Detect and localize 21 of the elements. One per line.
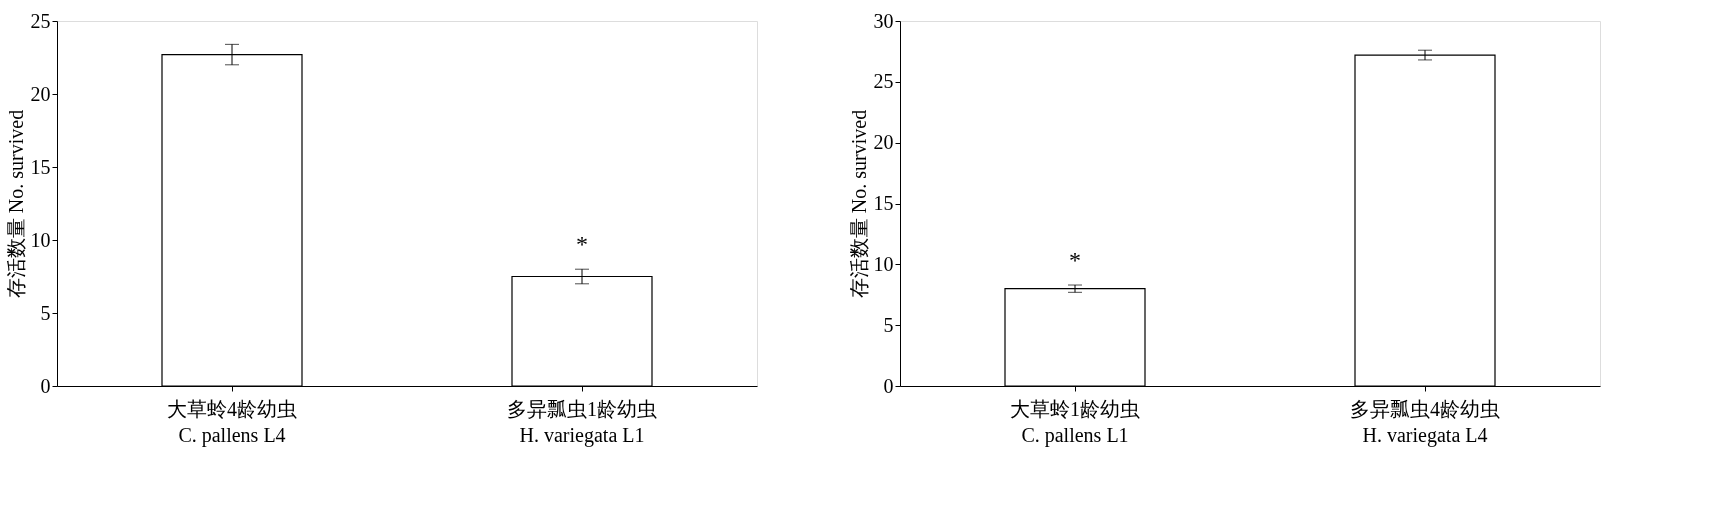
y-tick-label: 25 <box>873 70 894 93</box>
y-tick-label: 0 <box>883 374 894 397</box>
x-tick-label: 大草蛉1龄幼虫 C. pallens L1 <box>1010 397 1140 447</box>
y-axis-title: 存活数量 No. survived <box>4 109 27 299</box>
y-tick-label: 10 <box>30 228 51 251</box>
y-tick-label: 10 <box>873 252 894 275</box>
x-tick-label: 大草蛉4龄幼虫 C. pallens L4 <box>167 397 297 447</box>
y-axis-title: 存活数量 No. survived <box>847 109 870 299</box>
data-label: * <box>1069 247 1081 274</box>
y-tick-label: 5 <box>40 301 51 324</box>
y-tick-label: 5 <box>883 313 894 336</box>
data-label: * <box>576 231 588 258</box>
y-tick-label: 30 <box>873 9 894 32</box>
x-tick-label: 多异瓢虫1龄幼虫 H. variegata L1 <box>507 397 657 447</box>
y-tick-label: 20 <box>30 82 51 105</box>
y-tick-label: 0 <box>40 374 51 397</box>
y-tick-label: 25 <box>30 9 51 32</box>
y-tick-label: 15 <box>30 155 51 178</box>
y-tick-label: 15 <box>873 192 894 214</box>
y-tick-label: 20 <box>873 131 894 154</box>
x-tick-label: 多异瓢虫4龄幼虫 H. variegata L4 <box>1350 397 1500 447</box>
